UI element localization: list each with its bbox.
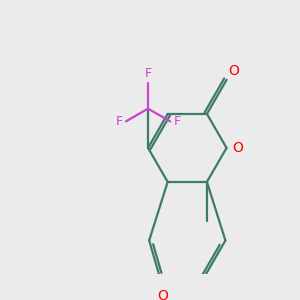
Text: F: F [145,67,152,80]
Text: O: O [232,141,243,155]
Text: F: F [173,115,180,128]
Text: F: F [116,115,123,128]
Text: O: O [229,64,239,78]
Text: O: O [157,289,168,300]
